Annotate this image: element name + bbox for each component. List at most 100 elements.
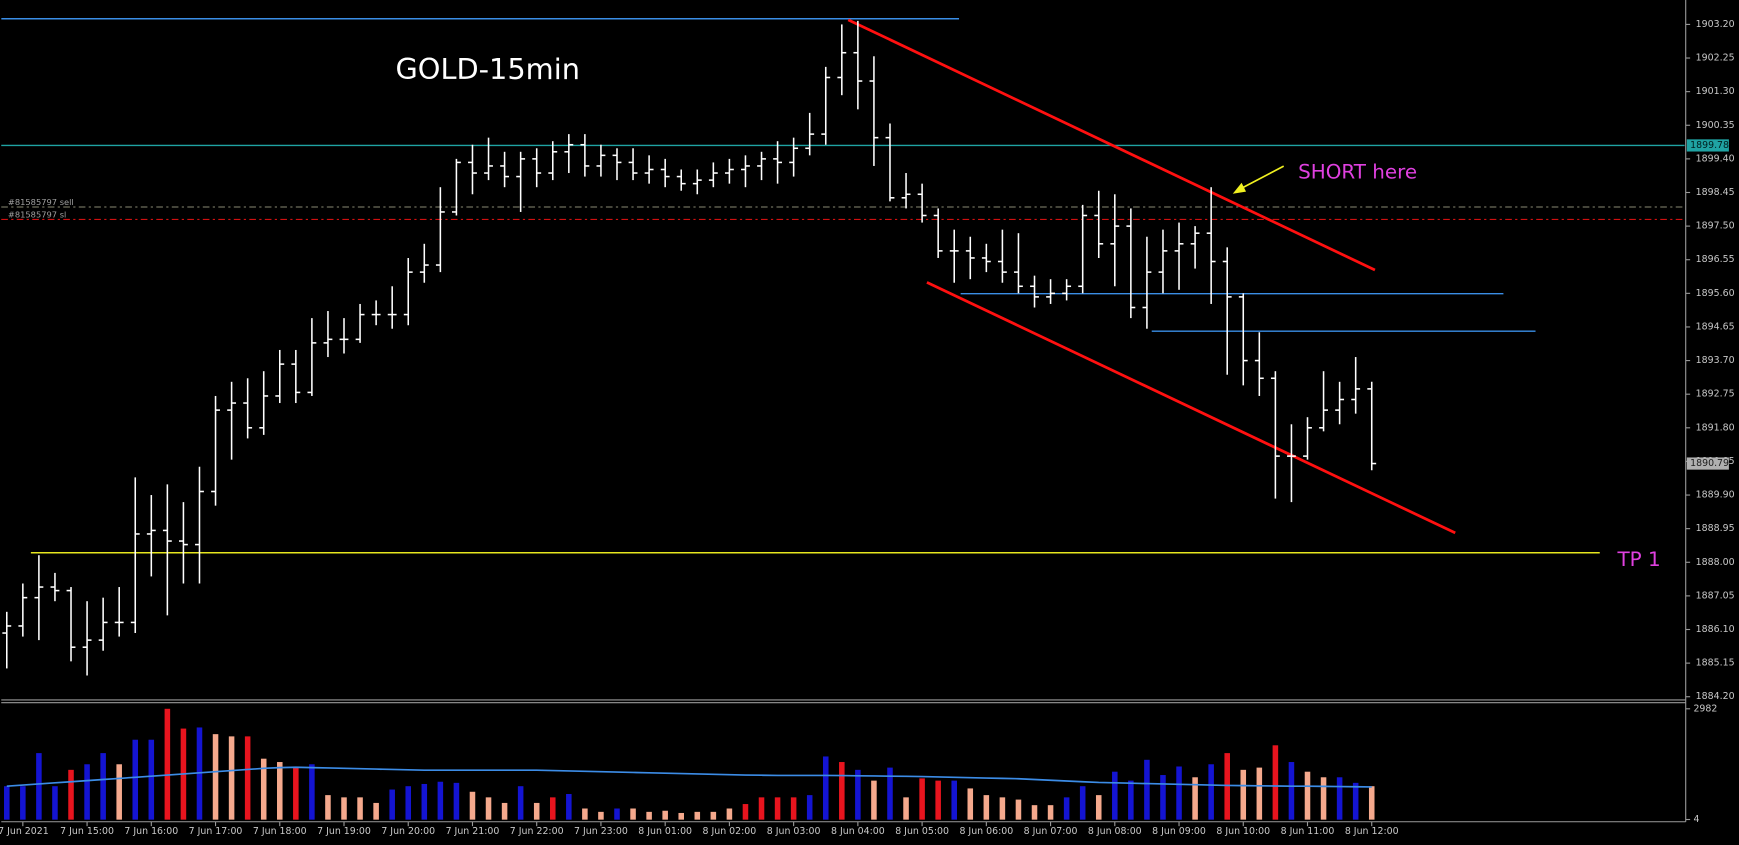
volume-bar [1368,786,1375,820]
ohlc-bar [917,183,927,223]
arrow [1232,165,1285,194]
ohlc-bar [484,137,493,181]
ohlc-bar [564,134,574,174]
ohlc-bar [1094,190,1104,258]
volume-bar [373,802,379,820]
volume-bar [839,762,845,820]
ohlc-bar [114,587,124,637]
ohlc-bar [789,137,799,177]
y-tick-label: 1888.00 [1696,557,1735,568]
ohlc-bar [82,601,92,676]
ohlc-bar [1351,357,1361,414]
volume-bar [68,769,74,820]
y-tick-label: 1885.15 [1696,658,1735,669]
volume-bar [52,786,58,820]
last-price: 1890.79 [1690,458,1729,469]
volume-bar [244,736,251,820]
x-tick-label: 7 Jun 22:00 [510,826,564,837]
x-tick-label: 8 Jun 08:00 [1088,826,1142,837]
ohlc-bar [660,158,670,188]
volume-bar [1240,769,1247,820]
y-tick-label: 1887.05 [1696,590,1735,601]
y-tick-label: 1891.80 [1696,422,1735,433]
volume-bar [357,797,363,820]
order-label: #81585797 sl [8,209,66,219]
last-price-box [1686,457,1729,470]
volume-bar [630,808,636,820]
x-tick-label: 8 Jun 02:00 [703,826,757,837]
ohlc-bar [451,158,461,216]
volume-bar [4,786,10,820]
volume-bar [437,781,444,820]
volume-bar [566,794,572,820]
volume-bar [36,753,42,820]
ohlc-bar [1319,371,1328,432]
ohlc-bar [708,162,718,188]
volume-bar [1272,745,1279,820]
ohlc-bar [949,229,959,283]
y-tick-label: 1888.95 [1696,523,1735,534]
ohlc-bar [981,243,991,273]
x-tick-label: 8 Jun 07:00 [1024,826,1078,837]
ohlc-bar [532,148,542,188]
volume-bar [983,795,990,820]
ohlc-bar [757,151,766,181]
volume-bar [309,764,315,820]
volume-bar [790,797,797,820]
volume-bar [678,812,684,820]
volume-bar [260,758,267,820]
volume-bar [325,795,331,820]
x-tick-label: 7 Jun 18:00 [253,826,307,837]
volume-bar [1288,762,1295,820]
ohlc-bar [580,134,590,177]
ohlc-bar [837,24,847,96]
volume-bar [1144,759,1150,820]
volume-bar [293,767,299,820]
volume-bar [1015,799,1022,820]
volume-bar [341,797,347,820]
volume-bar [758,797,765,820]
volume-bar [20,786,26,820]
volume-bar [582,808,588,820]
x-tick-label: 7 Jun 2021 [0,826,49,837]
ohlc-bar [66,587,76,662]
volume-tick-label: 2982 [1693,703,1717,714]
ohlc-bar [275,349,285,404]
volume-bar [228,736,235,820]
ohlc-bar [291,349,301,404]
ohlc-bar [644,155,654,184]
volume-bar [1320,777,1327,820]
volume-bar [1031,805,1038,820]
y-tick-label: 1902.25 [1696,53,1735,64]
ohlc-bar [227,381,237,460]
ohlc-bar [596,144,606,177]
volume-bar [1256,767,1263,820]
volume-bar [1224,753,1230,820]
volume-bar [533,802,540,820]
ohlc-bar [146,495,156,577]
y-tick-label: 1895.60 [1696,288,1735,299]
ohlc-bar [387,286,397,329]
ohlc-bar [403,257,413,326]
ohlc-bar [628,148,638,181]
ohlc-bar [371,300,381,326]
volume-bar [919,778,925,820]
volume-bar [967,788,974,820]
x-tick-label: 8 Jun 06:00 [959,826,1013,837]
ohlc-bar [997,229,1007,283]
ohlc-bar [339,318,349,354]
ohlc-bar [1142,236,1152,329]
volume-bar [903,797,909,820]
ohlc-bar [773,141,783,184]
volume-bar [1304,771,1311,820]
x-tick-label: 7 Jun 23:00 [574,826,628,837]
volume-bar [887,767,893,820]
volume-tick-label: 4 [1693,814,1699,825]
ohlc-bar [1078,204,1088,294]
volume-bar [726,808,733,820]
ohlc-bar [178,502,188,584]
ohlc-bar [323,311,333,358]
x-tick-label: 8 Jun 05:00 [895,826,949,837]
ohlc-bar [1222,247,1232,375]
